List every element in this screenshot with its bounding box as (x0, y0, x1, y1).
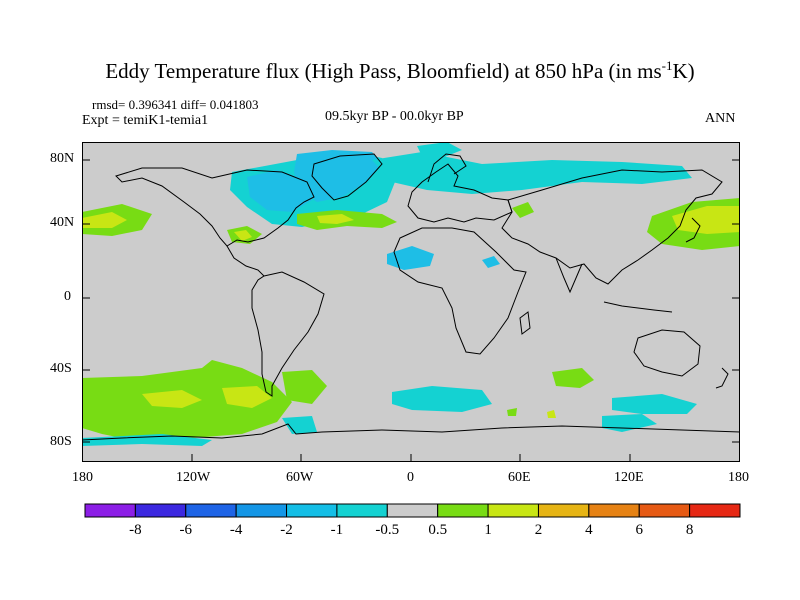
coast-south-america (251, 271, 325, 397)
shade-sahara-teal-small (482, 256, 500, 268)
colorbar-label: -1 (330, 522, 344, 538)
colorbar-boxes (84, 503, 741, 518)
colorbar-box (286, 503, 338, 518)
shade-small-green-a (507, 408, 517, 416)
colorbar-label: 8 (685, 522, 694, 538)
shade-south-pacific-yellow-a (142, 390, 202, 408)
coast-europe (407, 163, 513, 223)
colorbar-box (134, 503, 187, 518)
lon-label-180-left: 180 (72, 470, 93, 485)
colorbar-box (689, 503, 741, 518)
coast-madagascar (519, 311, 531, 335)
colorbar-label: -6 (179, 522, 193, 538)
coast-asia (501, 169, 723, 285)
colorbar-box (386, 503, 439, 518)
shade-arctic-canada-blue (247, 170, 312, 212)
shade-indian-teal (392, 386, 492, 412)
shade-scandinavia-teal (417, 142, 462, 158)
title-text: Eddy Temperature flux (High Pass, Bloomf… (105, 59, 662, 83)
colorbar-box (235, 503, 288, 518)
experiment-text: Expt = temiK1-temia1 (82, 113, 209, 128)
coast-central-america (226, 245, 265, 277)
lon-label-60w: 60W (286, 470, 314, 485)
lat-label-80s: 80S (50, 434, 72, 449)
shade-antarctic-teal (82, 434, 212, 446)
coast-africa (393, 227, 527, 355)
colorbar-label: 0.5 (428, 522, 448, 538)
lat-label-equator: 0 (64, 289, 71, 304)
coast-australia (633, 329, 701, 377)
coast-india (555, 257, 583, 294)
colorbar-box (487, 503, 539, 518)
shade-sahara-teal (387, 246, 434, 270)
colorbar-label: -0.5 (375, 522, 400, 538)
colorbar-box (84, 503, 136, 518)
colorbar-label: 4 (585, 522, 593, 538)
coast-north-america (115, 167, 315, 247)
shade-sw-pacific-teal (612, 394, 697, 414)
lon-label-120w: 120W (176, 470, 211, 485)
lon-label-0: 0 (407, 470, 414, 485)
map-title: Eddy Temperature flux (High Pass, Bloomf… (0, 58, 800, 84)
period-text: 09.5kyr BP - 00.0kyr BP (325, 109, 464, 124)
title-unit-tail: K) (672, 59, 695, 83)
colorbar-label: 1 (484, 522, 492, 538)
coast-indonesia (603, 301, 673, 313)
coastlines (82, 153, 740, 441)
lat-label-40s: 40S (50, 361, 72, 376)
colorbar-box (336, 503, 388, 518)
shade-s-indian-green (552, 368, 594, 388)
map-ticks (82, 159, 740, 462)
colorbar-label: -8 (129, 522, 142, 538)
colorbar-box (537, 503, 590, 518)
colorbar (84, 503, 741, 518)
coast-scandinavia (427, 153, 467, 183)
colorbar-box (638, 503, 691, 518)
lat-label-80n: 80N (50, 151, 75, 166)
colorbar-label: -2 (280, 522, 293, 538)
shade-caspian-green (512, 202, 534, 218)
colorbar-box (185, 503, 237, 518)
colorbar-label: 2 (534, 522, 543, 538)
anomaly-shading (82, 142, 740, 446)
coast-antarctica (82, 423, 740, 441)
stats-text: rmsd= 0.396341 diff= 0.041803 (92, 97, 259, 112)
title-exponent: -1 (661, 58, 673, 73)
shade-small-yellow-b (547, 410, 556, 418)
shade-south-atlantic-green (282, 370, 327, 404)
lon-label-180-right: 180 (728, 470, 749, 485)
colorbar-label: -4 (229, 522, 243, 538)
shade-atlantic-yellow (317, 214, 354, 224)
season-text: ANN (705, 111, 736, 126)
shade-south-pacific-yellow-b (222, 386, 272, 408)
shade-eurasia-arctic-teal (372, 152, 692, 194)
shade-gulf-yellow (234, 230, 252, 241)
shade-pacific-east-yellow (82, 212, 127, 228)
lat-label-40n: 40N (50, 215, 75, 230)
colorbar-label: 6 (635, 522, 643, 538)
coast-japan (685, 217, 701, 243)
coast-new-zealand (715, 367, 729, 389)
map-panel (82, 142, 740, 462)
shade-nw-pacific-yellow (672, 206, 740, 234)
coast-greenland (311, 153, 383, 201)
colorbar-box (588, 503, 640, 518)
lon-label-60e: 60E (508, 470, 531, 485)
lon-label-120e: 120E (614, 470, 644, 485)
colorbar-box (437, 503, 489, 518)
shade-antarctic-teal-c (282, 416, 317, 434)
